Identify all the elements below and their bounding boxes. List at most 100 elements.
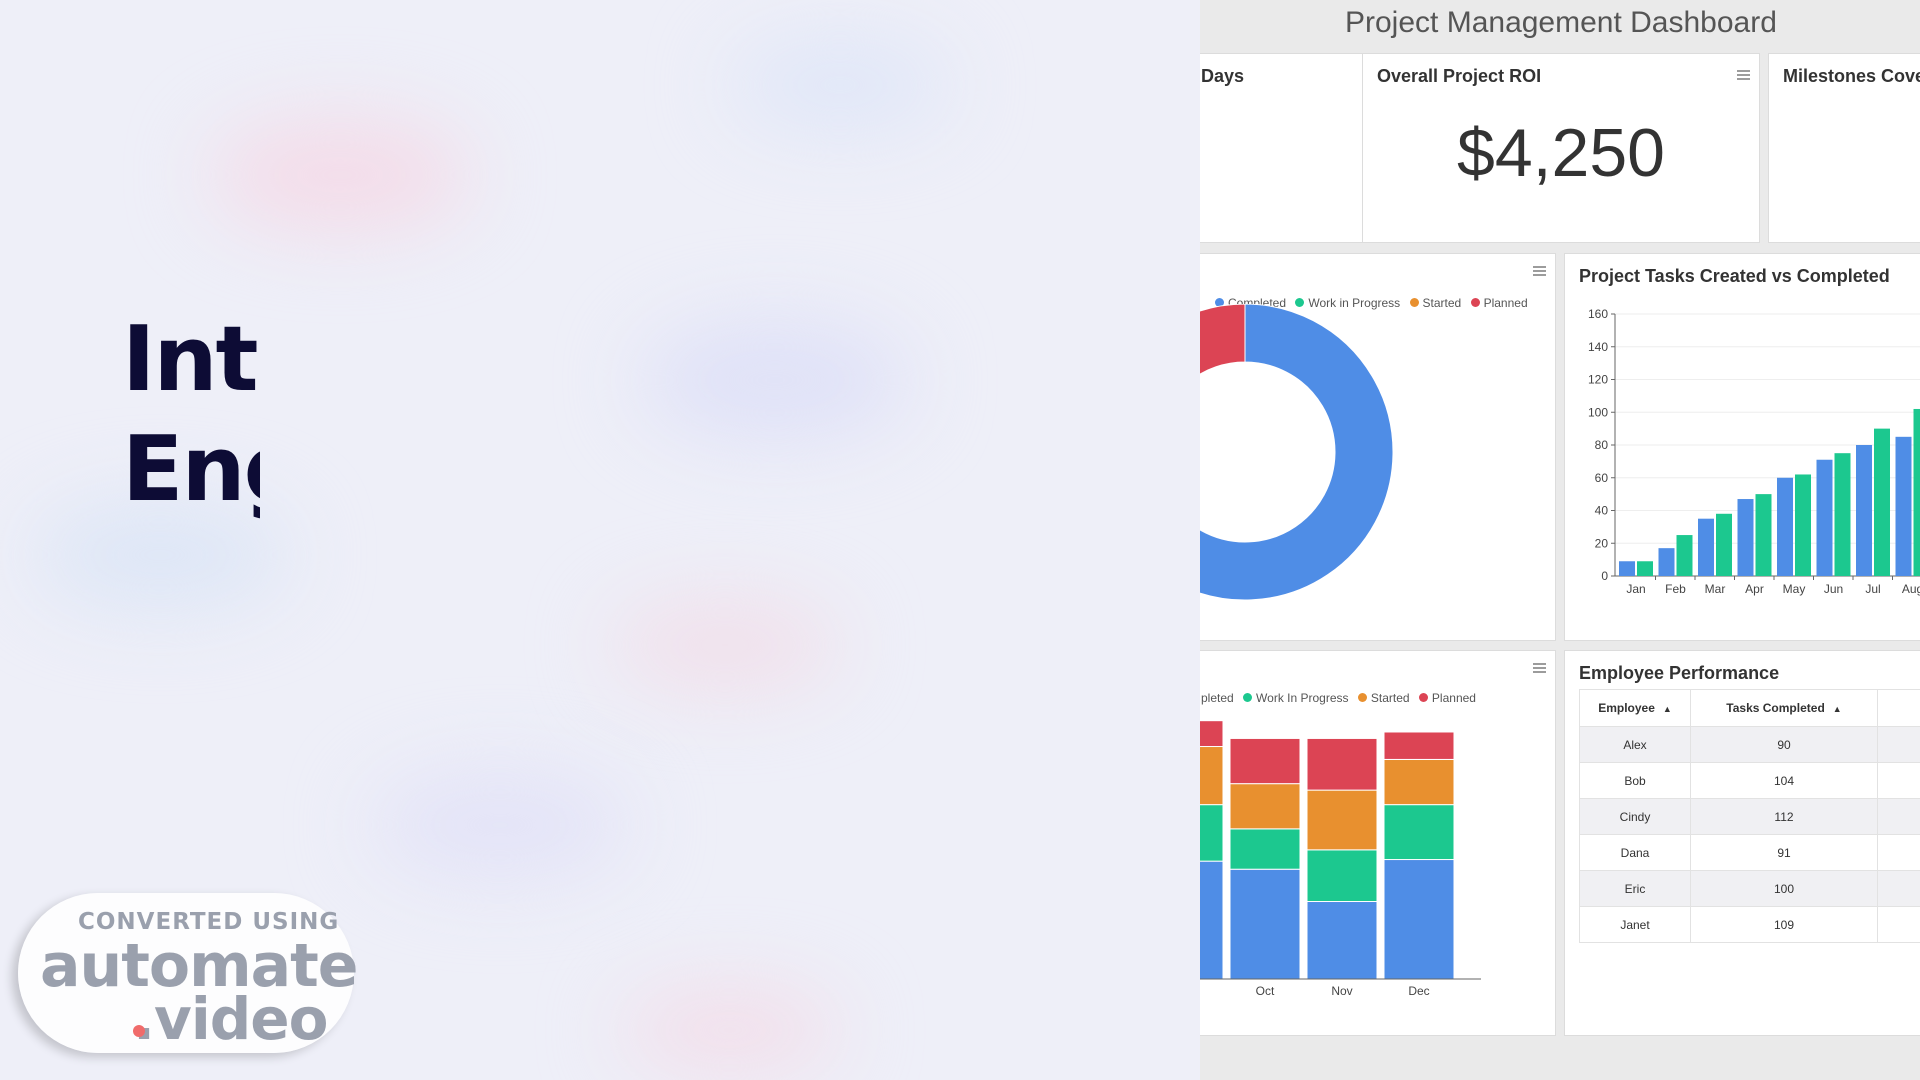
x-tick-label: Aug [1902,582,1920,596]
x-tick-label: Jan [1626,582,1645,596]
card-menu-icon[interactable] [1533,266,1546,276]
kpi-roi-value: $4,250 [1457,115,1665,191]
stacked-bar-segment [1229,737,1301,785]
x-tick-label: Oct [1256,984,1275,998]
y-tick-label: 0 [1601,569,1608,583]
legend-item-started[interactable]: Started [1409,296,1461,310]
bar [1637,561,1653,576]
tasks-bar-chart-card: Project Tasks Created vs Completed 0 20 40… [1564,253,1920,641]
bar [1856,445,1872,576]
bar [1913,408,1920,576]
kpi-days-label: Days [1201,66,1245,86]
background-blob [610,600,840,690]
stacked-bar-segment [1306,789,1378,851]
x-tick-label: Apr [1745,582,1764,596]
stacked-bar-chart: SepOctNovDec [1200,720,1481,998]
x-tick-label: Nov [1331,984,1352,998]
y-tick-label: 140 [1588,340,1608,354]
bar [1777,477,1793,576]
stacked-bar-segment [1229,828,1301,870]
stacked-bar-segment [1229,783,1301,830]
x-tick-label: Feb [1665,582,1686,596]
card-menu-icon[interactable] [1533,663,1546,673]
watermark-word-1: automate [40,931,358,1001]
kpi-milestones-label: Milestones Cove [1783,66,1920,86]
stacked-bar-segment [1383,758,1455,806]
table-row[interactable]: Alex 90 [1579,726,1920,763]
table-row[interactable]: Janet 109 [1579,906,1920,943]
stacked-bar-segment [1200,746,1224,806]
card-menu-icon[interactable] [1737,70,1750,80]
table-row[interactable]: Eric 100 [1579,870,1920,907]
kpi-card-milestones: Milestones Cove [1768,53,1920,243]
x-tick-label: Jun [1824,582,1843,596]
background-blob [620,990,840,1070]
legend-item-planned[interactable]: Planned [1418,691,1476,705]
employee-performance-title: Employee Performance [1579,663,1780,683]
x-tick-label: Dec [1408,984,1429,998]
bar [1795,474,1811,576]
stacked-bar-segment [1229,868,1301,980]
x-tick-label: Mar [1705,582,1726,596]
employee-performance-card: Employee Performance Employee ▲︎ Tasks Co… [1564,650,1920,1036]
bar [1619,561,1635,576]
bar [1716,513,1732,576]
y-tick-label: 80 [1595,438,1609,452]
watermark-dot [133,1025,145,1037]
legend-item-work-in-progress[interactable]: Work In Progress [1243,691,1349,705]
stacked-bar-segment [1306,849,1378,903]
bar [1698,518,1714,576]
dashboard-panel: Project Management Dashboard Days Overal… [1200,0,1920,1080]
y-tick-label: 100 [1588,405,1608,419]
dashboard-title: Project Management Dashboard [1345,6,1920,40]
column-header-tasks-completed[interactable]: Tasks Completed ▲︎ [1690,689,1878,727]
donut-chart [1200,304,1394,601]
background-blob [370,770,630,880]
stacked-bar-segment [1306,737,1378,791]
bar [1737,499,1754,576]
sort-icon: ▲︎ [1662,704,1672,714]
table-row[interactable]: Bob 104 [1579,762,1920,799]
donut-slice [1200,304,1246,375]
stacked-legend: pleted Work In Progress Started Planned [1201,691,1482,705]
y-tick-label: 20 [1595,536,1609,550]
watermark-caption: CONVERTED USING [78,909,340,935]
table-row[interactable]: Cindy 112 [1579,798,1920,835]
bar [1834,453,1851,576]
employee-table: Employee ▲︎ Tasks Completed ▲︎ Alex 90 Bob 1… [1579,689,1920,943]
stacked-bar-segment [1383,731,1455,760]
background-blob [730,40,950,130]
bar [1755,494,1772,576]
legend-item-completed[interactable]: pleted [1201,691,1234,705]
slide-title: Intr Eng [122,305,260,525]
bar [1874,428,1890,576]
stacked-bar-segment [1306,901,1378,980]
legend-item-work-in-progress[interactable]: Work in Progress [1295,296,1400,310]
donut-slice [1200,304,1394,601]
kpi-card-roi: Overall Project ROI $4,250 [1362,53,1760,243]
x-tick-label: May [1783,582,1806,596]
stacked-bar-segment [1383,859,1455,980]
stacked-bar-segment [1383,804,1455,861]
bar [1816,459,1833,576]
legend-item-planned[interactable]: Planned [1470,296,1528,310]
stacked-bar-segment [1200,720,1224,748]
bar [1895,436,1912,576]
stacked-bar-chart-card: pleted Work In Progress Started Planned … [1200,650,1556,1036]
table-row[interactable]: Dana 91 [1579,834,1920,871]
slide-title-line-1: Intr [122,307,260,412]
automate-video-watermark: CONVERTED USING automate .video [18,893,358,1053]
background-blob [30,500,290,610]
slide-title-line-2: Eng [122,417,260,522]
sort-icon: ▲︎ [1832,704,1842,714]
bar [1676,535,1693,576]
y-tick-label: 160 [1588,307,1608,321]
legend-item-started[interactable]: Started [1357,691,1410,705]
bar [1658,548,1675,576]
donut-chart-card: Completed Work in Progress Started Plann… [1200,253,1556,641]
column-header-extra[interactable] [1877,689,1920,727]
tasks-bar-chart: 0 20 40 60 80 100 120 140 160 Jan Feb Mar Apr May Jun J… [1588,307,1920,596]
column-header-employee[interactable]: Employee ▲︎ [1579,689,1691,727]
kpi-roi-label: Overall Project ROI [1377,66,1542,86]
bar-chart-title: Project Tasks Created vs Completed [1579,266,1890,286]
